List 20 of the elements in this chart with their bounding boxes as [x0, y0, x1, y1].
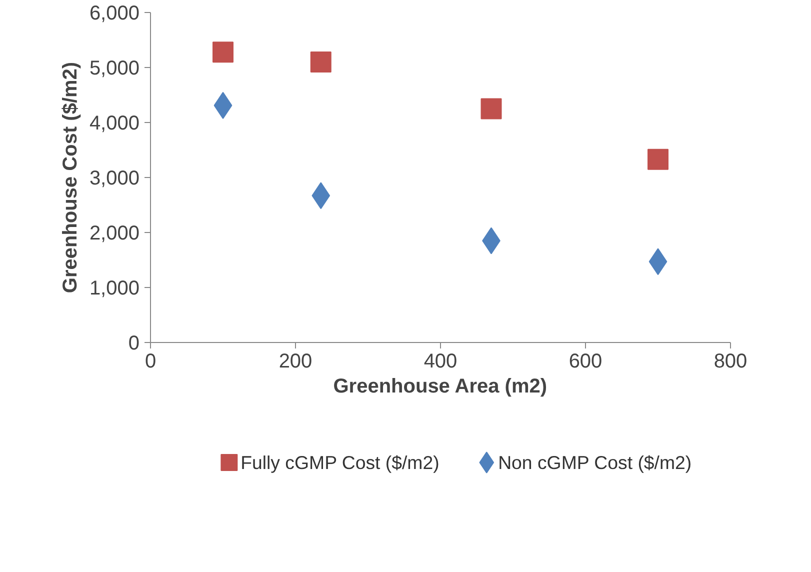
y-tick-label: 0 [128, 332, 140, 354]
point [212, 42, 234, 63]
y-tick-label: 1,000 [89, 278, 140, 300]
point [480, 98, 502, 120]
legend-label: Fully cGMP Cost ($/m2) [240, 452, 440, 473]
y-axis-title: Greenhouse Cost ($/m2) [59, 62, 82, 294]
y-tick-label: 5,000 [89, 58, 140, 80]
y-tick-label: 2,000 [89, 222, 140, 244]
x-tick-label: 0 [144, 350, 156, 372]
y-tick-label: 6,000 [89, 2, 140, 24]
x-tick-label: 800 [714, 350, 748, 372]
x-tick-label: 200 [278, 350, 312, 372]
x-tick-label: 400 [424, 350, 458, 372]
y-tick-label: 3,000 [89, 168, 140, 190]
y-tick-label: 4,000 [89, 112, 140, 134]
point [310, 52, 332, 72]
x-tick-label: 600 [568, 350, 602, 372]
x-axis-title: Greenhouse Area (m2) [333, 376, 548, 398]
point [648, 148, 668, 170]
legend-label: Non cGMP Cost ($/m2) [498, 452, 692, 473]
